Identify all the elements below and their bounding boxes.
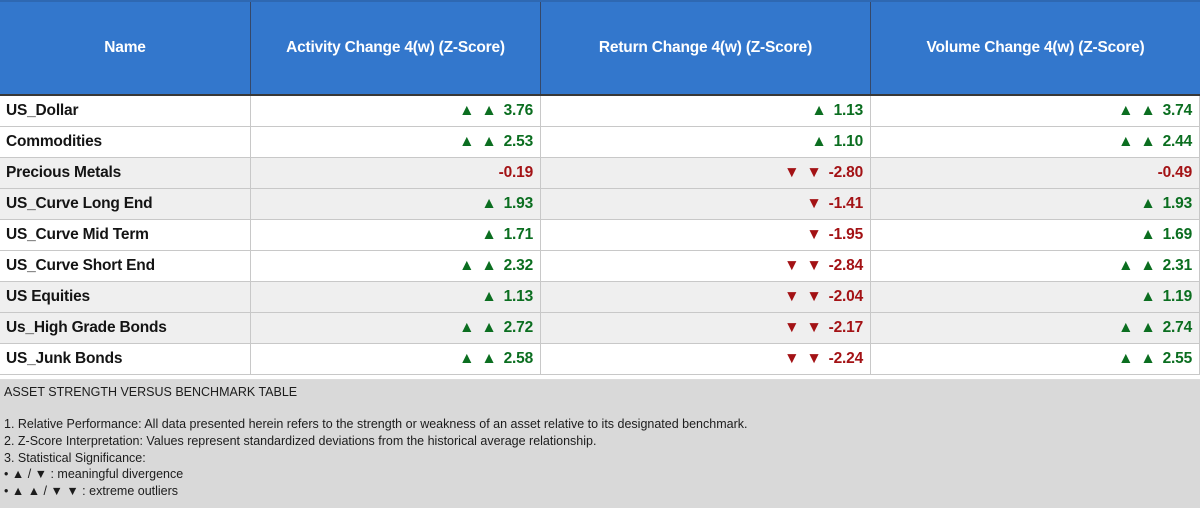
column-header-volume: Volume Change 4(w) (Z-Score) [926, 39, 1145, 56]
activity-zscore-cell: ▲ ▲ 2.58 [251, 344, 541, 374]
volume-zscore-cell: ▲ 1.19 [871, 282, 1200, 312]
column-header-activity: Activity Change 4(w) (Z-Score) [251, 2, 541, 94]
table-caption: ASSET STRENGTH VERSUS BENCHMARK TABLE [4, 385, 298, 399]
column-header-return: Return Change 4(w) (Z-Score) [541, 2, 871, 94]
table-row: US_Curve Short End ▲ ▲ 2.32 ▼ ▼ -2.84 ▲ … [0, 251, 1200, 282]
return-zscore-cell: ▼ ▼ -2.04 [541, 282, 871, 312]
volume-zscore-cell: ▲ 1.93 [871, 189, 1200, 219]
volume-zscore-cell: ▲ ▲ 2.55 [871, 344, 1200, 374]
legend-extreme-outliers: • ▲ ▲ / ▼ ▼ : extreme outliers [4, 484, 179, 499]
table-row: US_Curve Long End ▲ 1.93 ▼ -1.41 ▲ 1.93 [0, 189, 1200, 220]
return-zscore-cell: ▲ 1.13 [541, 96, 871, 126]
asset-name-cell: Us_High Grade Bonds [0, 313, 251, 343]
asset-name-cell: Commodities [0, 127, 251, 157]
asset-name-cell: US_Junk Bonds [0, 344, 251, 374]
return-zscore-cell: ▼ ▼ -2.24 [541, 344, 871, 374]
asset-name-cell: US_Curve Mid Term [0, 220, 251, 250]
return-zscore-cell: ▼ ▼ -2.84 [541, 251, 871, 281]
table-row: US_Curve Mid Term ▲ 1.71 ▼ -1.95 ▲ 1.69 [0, 220, 1200, 251]
return-zscore-cell: ▲ 1.10 [541, 127, 871, 157]
activity-zscore-cell: ▲ 1.93 [251, 189, 541, 219]
volume-zscore-cell: ▲ ▲ 3.74 [871, 96, 1200, 126]
table-bottom-gap [0, 375, 1200, 379]
table-header-row: Name Activity Change 4(w) (Z-Score) Retu… [0, 0, 1200, 96]
asset-name-cell: Precious Metals [0, 158, 251, 188]
column-header-name: Name [0, 2, 251, 94]
return-zscore-cell: ▼ ▼ -2.80 [541, 158, 871, 188]
activity-zscore-cell: ▲ 1.71 [251, 220, 541, 250]
table-row: Commodities ▲ ▲ 2.53 ▲ 1.10 ▲ ▲ 2.44 [0, 127, 1200, 158]
return-zscore-cell: ▼ -1.41 [541, 189, 871, 219]
table-row: Precious Metals -0.19 ▼ ▼ -2.80 -0.49 [0, 158, 1200, 189]
asset-name-cell: US_Curve Long End [0, 189, 251, 219]
footnote-statistical-significance: 3. Statistical Significance: [4, 450, 146, 465]
activity-zscore-cell: -0.19 [251, 158, 541, 188]
asset-name-cell: US Equities [0, 282, 251, 312]
footnotes-panel: ASSET STRENGTH VERSUS BENCHMARK TABLE 1.… [0, 380, 1200, 508]
activity-zscore-cell: ▲ 1.13 [251, 282, 541, 312]
table-row: Us_High Grade Bonds ▲ ▲ 2.72 ▼ ▼ -2.17 ▲… [0, 313, 1200, 344]
volume-zscore-cell: ▲ ▲ 2.31 [871, 251, 1200, 281]
activity-zscore-cell: ▲ ▲ 2.32 [251, 251, 541, 281]
activity-zscore-cell: ▲ ▲ 2.72 [251, 313, 541, 343]
volume-zscore-cell: -0.49 [871, 158, 1200, 188]
volume-zscore-cell: ▲ ▲ 2.74 [871, 313, 1200, 343]
activity-zscore-cell: ▲ ▲ 3.76 [251, 96, 541, 126]
footnote-zscore-interpretation: 2. Z-Score Interpretation: Values repres… [4, 433, 597, 448]
activity-zscore-cell: ▲ ▲ 2.53 [251, 127, 541, 157]
table-row: US Equities ▲ 1.13 ▼ ▼ -2.04 ▲ 1.19 [0, 282, 1200, 313]
table-row: US_Junk Bonds ▲ ▲ 2.58 ▼ ▼ -2.24 ▲ ▲ 2.5… [0, 344, 1200, 375]
asset-name-cell: US_Dollar [0, 96, 251, 126]
table-row: US_Dollar ▲ ▲ 3.76 ▲ 1.13 ▲ ▲ 3.74 [0, 96, 1200, 127]
asset-strength-table: Name Activity Change 4(w) (Z-Score) Retu… [0, 0, 1200, 379]
volume-zscore-cell: ▲ 1.69 [871, 220, 1200, 250]
asset-name-cell: US_Curve Short End [0, 251, 251, 281]
return-zscore-cell: ▼ -1.95 [541, 220, 871, 250]
legend-meaningful-divergence: • ▲ / ▼ : meaningful divergence [4, 467, 184, 482]
return-zscore-cell: ▼ ▼ -2.17 [541, 313, 871, 343]
footnote-relative-performance: 1. Relative Performance: All data presen… [4, 417, 748, 431]
volume-zscore-cell: ▲ ▲ 2.44 [871, 127, 1200, 157]
